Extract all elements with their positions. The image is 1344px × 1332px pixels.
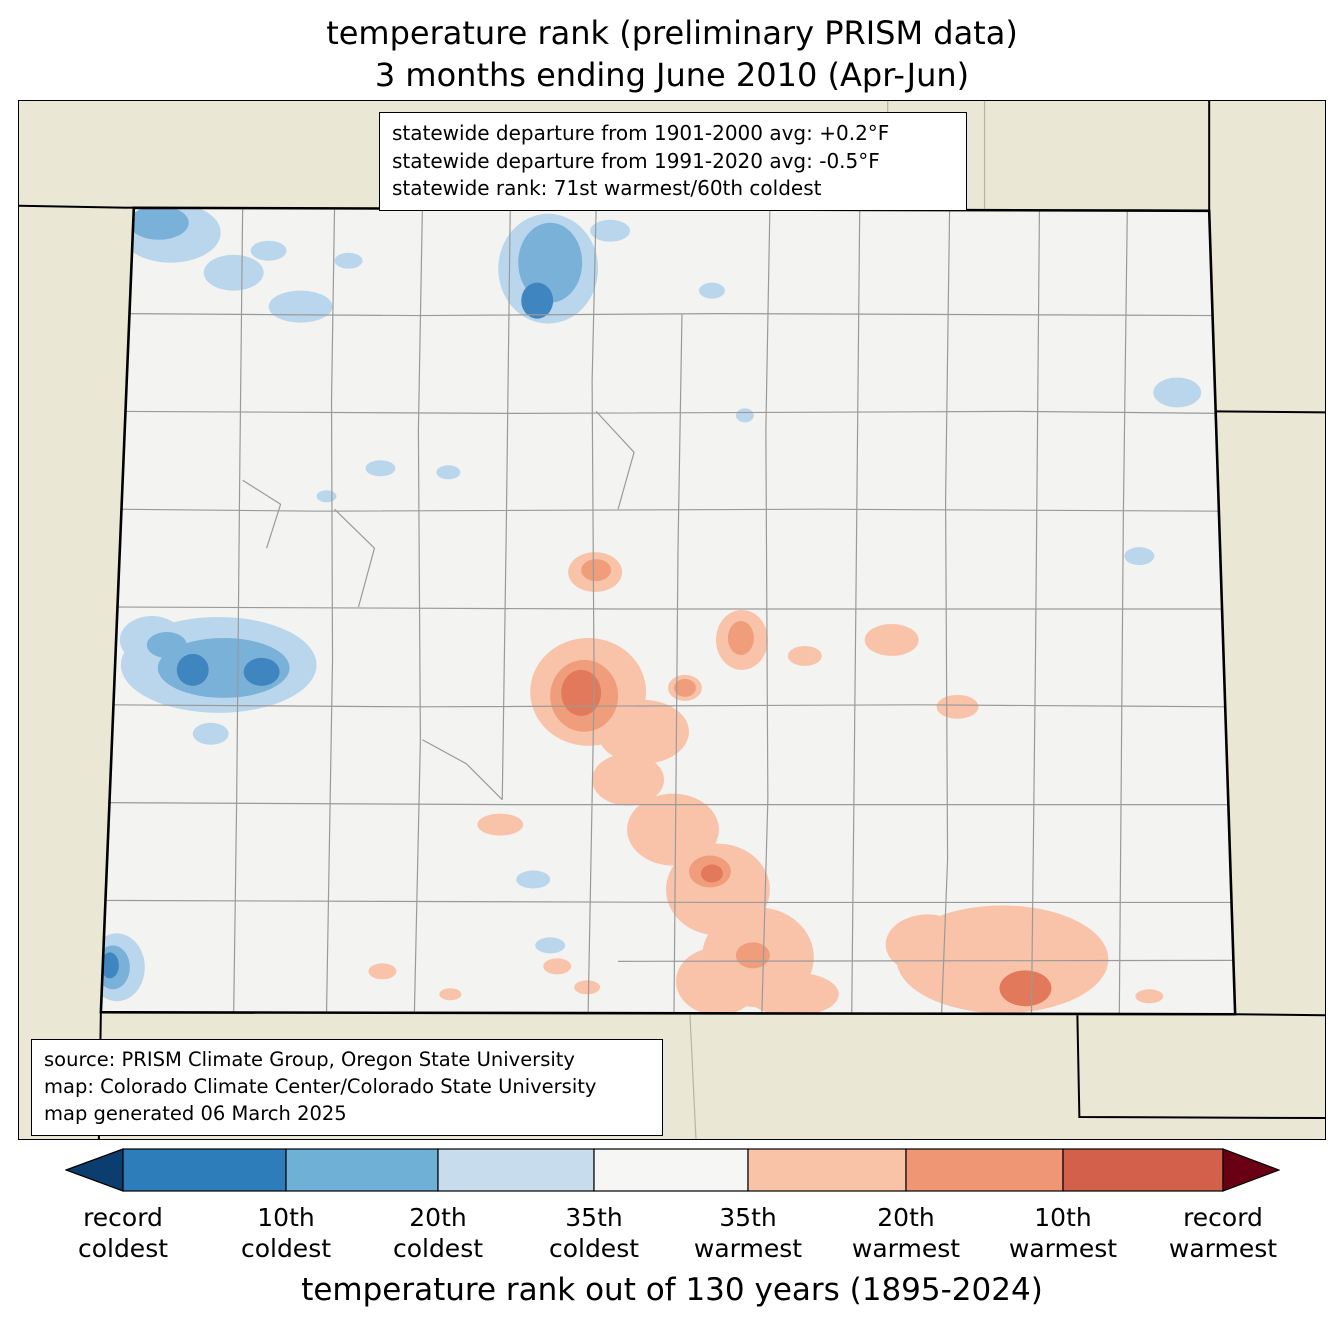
colorbar-seg-1 [122,1148,287,1192]
colorbar-seg-6 [905,1148,1064,1192]
colorbar-seg-2 [285,1148,439,1192]
stats-line-2: statewide departure from 1991-2020 avg: … [392,148,880,173]
colorbar-label-10th-coldest: 10th coldest [240,1203,332,1263]
figure-title: temperature rank (preliminary PRISM data… [0,12,1344,96]
colorbar-seg-7 [1062,1148,1224,1192]
colorado-map [19,101,1325,1139]
neighbor-state-borders [19,101,1325,1139]
map-panel: statewide departure from 1901-2000 avg: … [18,100,1326,1140]
colorbar-label-record-warmest: record warmest [1168,1203,1278,1263]
title-line-2: 3 months ending June 2010 (Apr-Jun) [374,56,970,95]
colorbar-label-20th-coldest: 20th coldest [392,1203,484,1263]
colorado-fill [100,207,1236,1015]
title-line-1: temperature rank (preliminary PRISM data… [326,14,1018,52]
warm-dark-blobs [561,669,1052,1007]
credits-line-2: map: Colorado Climate Center/Colorado St… [44,1074,597,1098]
credits-box: source: PRISM Climate Group, Oregon Stat… [31,1039,663,1136]
colorbar-seg-4 [593,1148,749,1192]
colorbar-seg-3 [437,1148,595,1192]
colorbar-label-record-coldest: record coldest [77,1203,169,1263]
credits-line-3: map generated 06 March 2025 [44,1101,347,1125]
colorbar-gradient [65,1148,1280,1192]
stats-line-1: statewide departure from 1901-2000 avg: … [392,121,890,145]
colorbar-arrow-right [1222,1148,1280,1192]
stats-box: statewide departure from 1901-2000 avg: … [379,112,967,211]
colorbar-axis-title: temperature rank out of 130 years (1895-… [301,1272,1043,1308]
colorbar-label-35th-warmest: 35th warmest [693,1203,803,1263]
colorbar: record coldest 10th coldest 20th coldest 35… [0,1148,1344,1270]
colorbar-seg-5 [747,1148,907,1192]
colorbar-arrow-left [65,1148,124,1192]
cold-dark-blobs [100,282,554,979]
county-boundaries [106,207,1235,1015]
colorbar-label-20th-warmest: 20th warmest [851,1203,961,1263]
colorbar-label-10th-warmest: 10th warmest [1008,1203,1118,1263]
stats-line-3: statewide rank: 71st warmest/60th coldes… [392,176,822,201]
colorbar-label-35th-coldest: 35th coldest [548,1203,640,1263]
credits-line-1: source: PRISM Climate Group, Oregon Stat… [44,1048,575,1071]
